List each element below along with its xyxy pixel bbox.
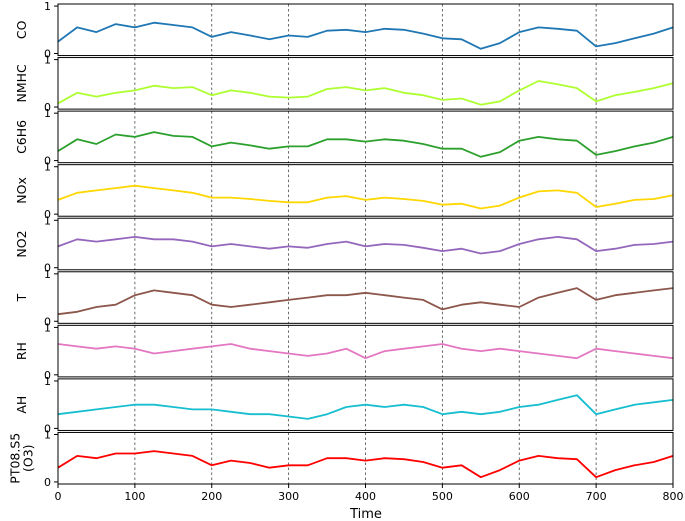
y-tick-label: 1 (44, 321, 51, 334)
series-line (57, 80, 674, 106)
panel-frame (57, 3, 674, 57)
y-tick-label: 0 (44, 47, 51, 60)
y-tick-label: 1 (44, 429, 51, 442)
panel-frame (57, 324, 674, 378)
x-tick-label: 600 (509, 490, 530, 503)
y-tick-label: 1 (44, 54, 51, 67)
series-line (57, 21, 674, 50)
panel-c6h6: 0 1 C6H6 (14, 107, 674, 168)
x-tick-label: 200 (201, 490, 222, 503)
x-tick-label: 0 (55, 490, 62, 503)
y-tick-label: 0 (44, 369, 51, 382)
y-tick-label: 0 (44, 422, 51, 435)
y-tick-label: 0 (44, 101, 51, 114)
y-tick-label: 1 (44, 268, 51, 281)
series-line (57, 287, 674, 316)
x-axis: 0 100 200 300 400 500 600 700 800 (55, 484, 684, 503)
series-line (57, 235, 674, 255)
y-tick-label: 0 (44, 315, 51, 328)
series-label: PT08.S5 (8, 433, 23, 484)
series-label: NMHC (14, 64, 29, 103)
panel-t: 0 1 T (14, 268, 674, 328)
y-tick-label: 1 (44, 0, 51, 13)
series-line (57, 394, 674, 420)
x-tick-label: 500 (432, 490, 453, 503)
series-label: RH (14, 342, 29, 360)
panel-nmhc: 0 1 NMHC (14, 54, 674, 114)
panel-rh: 0 1 RH (14, 321, 674, 382)
series-label: CO (14, 20, 29, 39)
panel-ah: 0 1 AH (14, 375, 674, 435)
panel-frame (57, 271, 674, 324)
x-tick-label: 700 (586, 490, 607, 503)
x-axis-label: Time (349, 507, 382, 521)
panel-pt08-s5-o3-: 0 1 PT08.S5(O3) (8, 429, 674, 489)
series-label: (O3) (21, 444, 36, 472)
x-tick-label: 100 (124, 490, 145, 503)
y-tick-label: 0 (44, 476, 51, 489)
x-tick-label: 400 (355, 490, 376, 503)
y-tick-label: 0 (44, 262, 51, 275)
y-tick-label: 1 (44, 375, 51, 388)
panel-frame (57, 57, 674, 110)
series-line (57, 131, 674, 158)
x-tick-label: 300 (278, 490, 299, 503)
series-line (57, 184, 674, 210)
panel-frame (57, 110, 674, 164)
panel-frame (57, 217, 674, 271)
panel-frame (57, 378, 674, 431)
y-tick-label: 1 (44, 214, 51, 227)
y-tick-label: 1 (44, 107, 51, 120)
x-tick-label: 800 (663, 490, 684, 503)
y-tick-label: 1 (44, 161, 51, 174)
panel-co: 0 1 CO (14, 0, 674, 60)
series-line (57, 450, 674, 479)
panel-nox: 0 1 NOx (14, 161, 674, 221)
panel-frame (57, 164, 674, 217)
chart-panels: 01CO01NMHC01C6H601NOx01NO201T01RH01AH01P… (8, 0, 674, 489)
series-line (57, 343, 674, 360)
series-label: T (14, 293, 29, 302)
panel-no2: 0 1 NO2 (14, 214, 674, 275)
series-label: NOx (14, 177, 29, 204)
y-tick-label: 0 (44, 155, 51, 168)
series-label: AH (14, 396, 29, 414)
y-tick-label: 0 (44, 208, 51, 221)
series-label: NO2 (14, 230, 29, 257)
series-label: C6H6 (14, 120, 29, 154)
